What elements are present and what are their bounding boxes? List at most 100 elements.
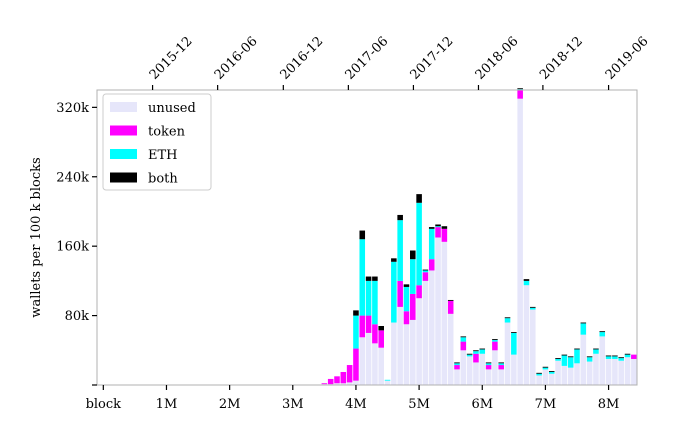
bar-eth-segment (548, 371, 555, 374)
bar-eth-segment (485, 363, 492, 366)
bar-both-segment (517, 88, 523, 90)
bar-eth-segment (492, 339, 498, 342)
bar-unused-segment (485, 369, 492, 385)
bar-eth-segment (599, 332, 606, 337)
bar-both-segment (473, 350, 479, 352)
bar-unused-segment (555, 360, 561, 385)
bar-unused-segment (372, 343, 378, 385)
bar-both-segment (441, 226, 448, 229)
bar-unused-segment (612, 358, 618, 385)
bar-unused-segment (599, 336, 606, 385)
bar-both-segment (365, 276, 372, 281)
bar-eth-segment (593, 349, 599, 354)
bar-eth-segment (359, 239, 366, 316)
bar-token-segment (454, 365, 460, 370)
bar-eth-segment (403, 286, 410, 312)
bar-unused-segment (435, 237, 441, 385)
bar-unused-segment (460, 350, 467, 385)
bar-both-segment (454, 362, 460, 364)
bar-token-segment (359, 315, 366, 338)
x-tick-label: 7M (535, 397, 557, 412)
bar-unused-segment (586, 361, 593, 385)
bar-eth-segment (384, 379, 391, 381)
x-axis-bottom: block 1M 2M 3M 4M 5M 6M 7M 8M (86, 385, 620, 412)
bar-unused-segment (466, 356, 473, 385)
bar-unused-segment (365, 332, 372, 385)
bar-eth-segment (536, 373, 542, 376)
x-tick-label: 8M (598, 397, 620, 412)
bar-unused-segment (334, 383, 340, 385)
legend-label-unused: unused (148, 101, 196, 116)
bar-both-segment (416, 194, 422, 203)
legend-label-both: both (148, 172, 178, 187)
bar-token-segment (378, 330, 384, 348)
bar-unused-segment (542, 369, 549, 385)
bar-unused-segment (397, 306, 403, 385)
x-tick-label: block (86, 397, 122, 412)
bar-eth-segment (511, 332, 517, 355)
bar-unused-segment (428, 270, 435, 385)
bar-both-segment (460, 336, 467, 338)
bar-token-segment (403, 311, 410, 325)
x-tick-label: 3M (282, 397, 304, 412)
bar-eth-segment (586, 357, 593, 362)
bar-token-segment (321, 383, 328, 385)
y-axis: 80k 160k 240k 320k (56, 101, 97, 386)
bar-eth-segment (473, 351, 479, 354)
bar-token-segment (428, 259, 435, 271)
bar-unused-segment (473, 362, 479, 385)
bar-token-segment (372, 324, 378, 344)
bar-both-segment (536, 372, 542, 374)
bar-eth-segment (397, 220, 403, 281)
legend: unused token ETH both (102, 93, 212, 191)
bar-both-segment (504, 317, 511, 319)
bar-both-segment (422, 269, 429, 271)
bar-both-segment (359, 230, 366, 240)
bar-token-segment (340, 371, 347, 384)
bar-both-segment (391, 258, 397, 262)
bar-unused-segment (498, 369, 504, 385)
bar-unused-segment (340, 383, 347, 385)
bar-unused-segment (422, 280, 429, 385)
bar-both-segment (511, 332, 517, 333)
bar-eth-segment (372, 280, 378, 325)
legend-swatch-both (110, 172, 137, 183)
bar-unused-segment (391, 322, 397, 385)
bar-token-segment (365, 315, 372, 333)
bar-eth-segment (561, 355, 568, 366)
bar-unused-segment (511, 354, 517, 385)
legend-swatch-unused (110, 102, 137, 112)
legend-swatch-eth (110, 149, 137, 159)
bar-both-segment (447, 299, 454, 301)
bar-unused-segment (359, 337, 366, 385)
bar-both-segment (530, 306, 536, 308)
bar-both-segment (410, 250, 416, 260)
x-tick-label: 2M (219, 397, 241, 412)
bar-both-segment (498, 362, 504, 364)
bar-both-segment (353, 310, 359, 316)
bar-eth-segment (530, 307, 536, 310)
bar-token-segment (631, 354, 637, 359)
bar-eth-segment (353, 315, 359, 349)
bar-both-segment (555, 358, 561, 359)
bar-eth-segment (567, 357, 574, 368)
bar-both-segment (523, 279, 530, 281)
y-tick-label: 160k (56, 240, 89, 255)
x-tick-label: 5M (408, 397, 430, 412)
bar-both-segment (567, 356, 574, 358)
bar-eth-segment (460, 337, 467, 342)
bar-eth-segment (504, 318, 511, 323)
bar-token-segment (473, 353, 479, 363)
bar-unused-segment (410, 319, 416, 385)
bar-eth-segment (612, 356, 618, 359)
bar-both-segment (561, 354, 568, 356)
bar-both-segment (580, 322, 587, 324)
bar-unused-segment (384, 380, 391, 385)
bar-both-segment (372, 276, 378, 281)
legend-label-eth: ETH (148, 148, 178, 163)
bar-eth-segment (466, 354, 473, 357)
bar-both-segment (624, 353, 631, 355)
bar-unused-segment (378, 347, 384, 385)
y-axis-label: wallets per 100 k blocks (29, 157, 44, 317)
bar-unused-segment (631, 358, 637, 385)
